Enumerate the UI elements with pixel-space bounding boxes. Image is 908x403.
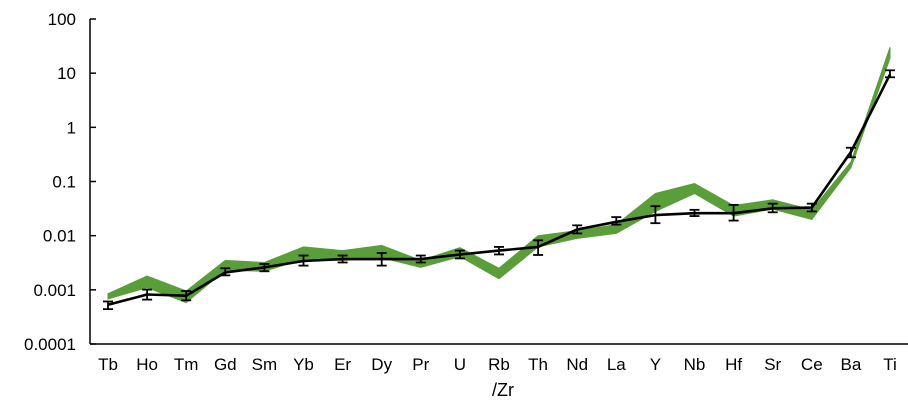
error-bar-sr [767,202,778,214]
error-bar-nb [689,208,700,217]
error-bar-ce [806,202,817,213]
x-tick-label-dy: Dy [371,355,392,374]
x-axis-title: /Zr [492,380,514,400]
y-tick-label: 0.0001 [24,335,76,354]
tick-labels-layer: 0.0001 0.001 0.01 0.1 1 10 100 Tb Ho Tm Gd Sm Yb Er Dy… [24,10,897,374]
error-bar-ba [845,146,856,159]
x-tick-label-sm: Sm [252,355,278,374]
x-tick-label-pr: Pr [412,355,429,374]
x-tick-label-la: La [607,355,626,374]
y-tick-label: 1 [67,118,76,137]
x-tick-label-ce: Ce [801,355,823,374]
x-tick-label-gd: Gd [214,355,237,374]
x-tick-label-y: Y [650,355,661,374]
x-tick-label-sr: Sr [764,355,781,374]
error-bar-rb [494,246,504,256]
error-bar-tm [181,290,192,302]
error-bar-yb [298,254,309,267]
x-tick-label-tb: Tb [98,355,118,374]
error-bar-nd [572,224,583,235]
x-tick-label-yb: Yb [293,355,314,374]
y-tick-label: 10 [57,64,76,83]
error-bar-hf [728,203,739,222]
x-tick-label-u: U [454,355,466,374]
error-bar-th [533,239,544,256]
error-bar-la [611,216,622,226]
error-bar-gd [220,267,231,277]
error-bar-u [454,249,465,260]
error-bar-ho [142,288,153,301]
error-bar-dy [376,252,387,267]
y-tick-label: 100 [48,10,76,29]
error-bars-layer [103,69,895,311]
x-tick-label-nb: Nb [684,355,706,374]
x-tick-label-th: Th [528,355,548,374]
x-tick-label-ti: Ti [883,355,897,374]
x-tick-label-tm: Tm [174,355,199,374]
x-tick-label-rb: Rb [488,355,510,374]
x-tick-label-ho: Ho [136,355,158,374]
axes-layer [89,18,908,345]
y-tick-label: 0.001 [33,281,76,300]
y-tick-label: 0.01 [43,227,76,246]
x-tick-label-ba: Ba [841,355,862,374]
green-range-band-layer [107,47,891,304]
error-bar-pr [415,254,426,264]
error-bar-ti [885,69,895,79]
error-bar-er [337,254,348,264]
error-bar-y [650,205,661,225]
error-bar-sm [259,263,270,273]
x-tick-label-er: Er [334,355,351,374]
x-tick-label-hf: Hf [725,355,742,374]
range-band [107,47,891,304]
x-tick-label-nd: Nd [566,355,588,374]
error-bar-tb [103,300,113,311]
y-tick-label: 0.1 [52,173,76,192]
